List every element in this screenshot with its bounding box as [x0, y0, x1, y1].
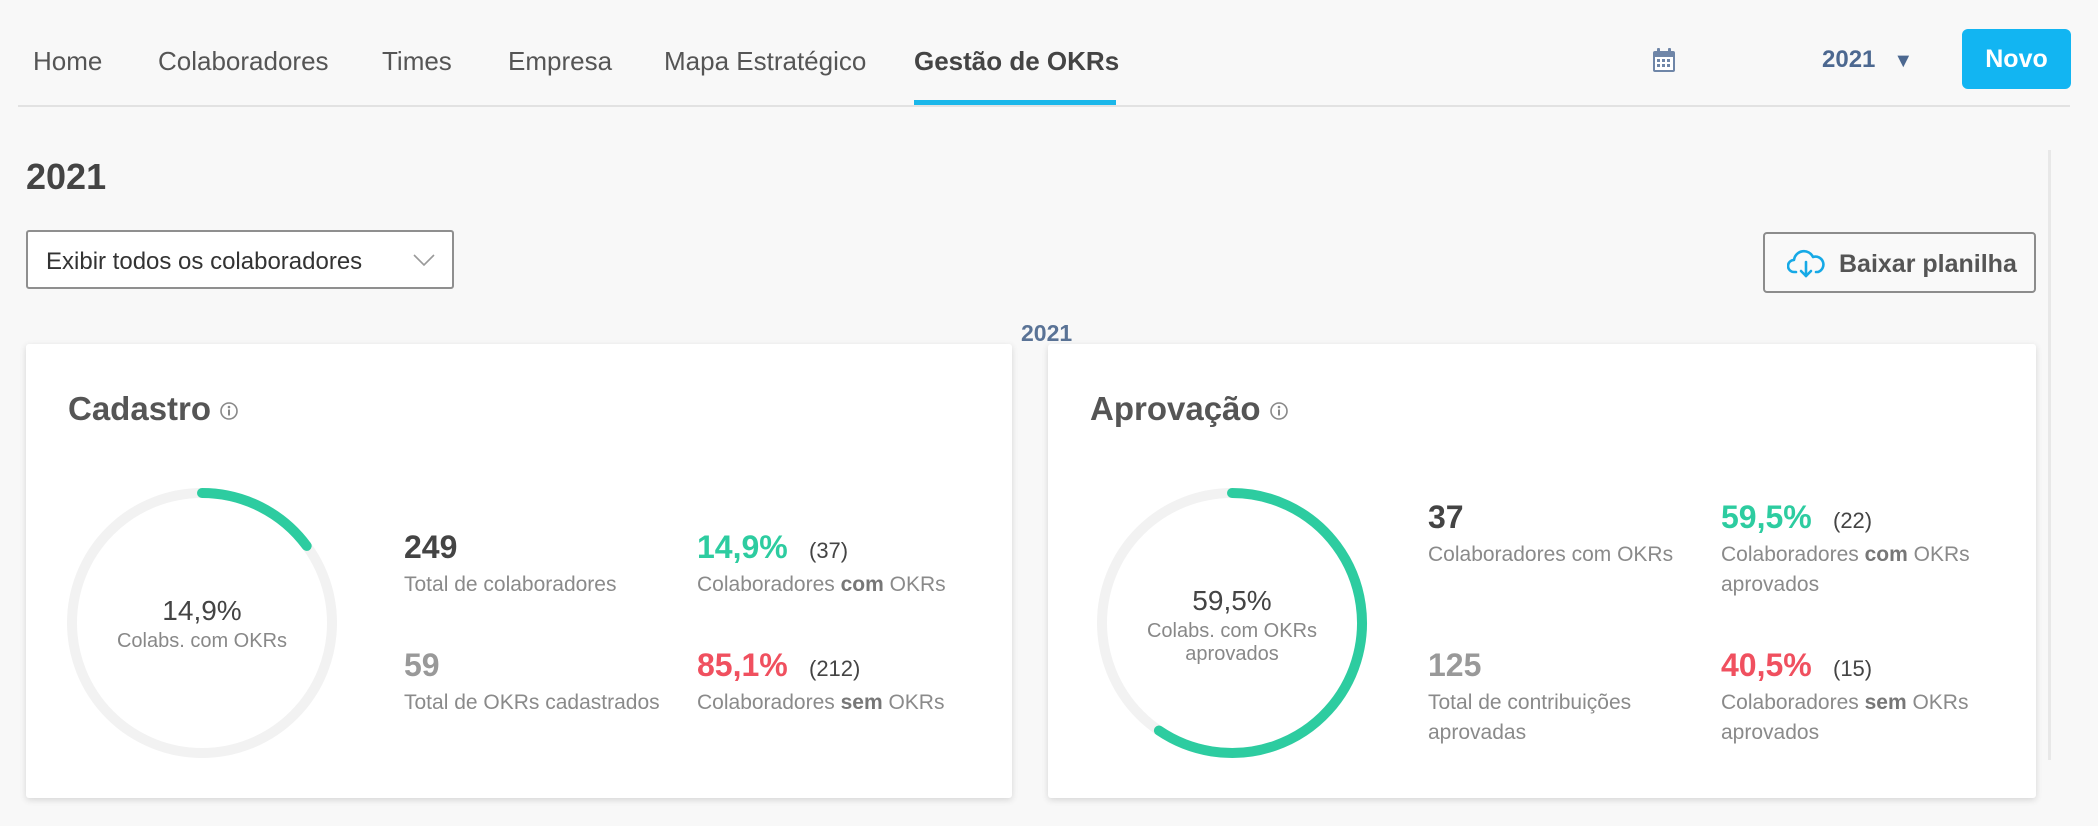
active-tab-indicator [914, 100, 1116, 105]
section-year-label: 2021 [1021, 320, 1073, 346]
aprovacao-gauge-value: 59,5% [1192, 585, 1272, 616]
info-icon[interactable] [1269, 401, 1289, 421]
colab-okrs-label: Colaboradores com OKRs [1428, 543, 1674, 566]
tab-home[interactable]: Home [33, 46, 103, 76]
cadastro-gauge-label: Colabs. com OKRs [116, 630, 288, 652]
aprov-com-count: (22) [1833, 508, 1873, 533]
aprov-com-label: Colaboradores com OKRs [1721, 543, 1970, 566]
cadastro-gauge: 14,9% Colabs. com OKRs [62, 483, 342, 763]
sem-okrs-label: Colaboradores sem OKRs [697, 691, 945, 714]
sem-okrs-count: (212) [809, 656, 861, 681]
caret-down-icon: ▼ [1893, 50, 1914, 72]
gauge-progress-arc [197, 488, 312, 551]
aprovacao-gauge: 59,5% Colabs. com OKRs aprovados [1092, 483, 1372, 763]
cadastro-gauge-value: 14,9% [162, 595, 242, 626]
contrib-label-1: Total de contribuições [1428, 691, 1632, 714]
collaborator-filter-select[interactable]: Exibir todos os colaboradores [26, 230, 454, 289]
calendar-icon[interactable] [1652, 47, 1676, 73]
scrollbar-track [2048, 150, 2051, 760]
total-colaboradores-value: 249 [404, 529, 458, 565]
contrib-label-2: aprovadas [1428, 721, 1527, 744]
aprovacao-title-text: Aprovação [1090, 390, 1261, 427]
aprov-sem-label-2: aprovados [1721, 721, 1820, 744]
info-icon[interactable] [219, 401, 239, 421]
aprov-com-label-2: aprovados [1721, 573, 1820, 596]
tab-empresa[interactable]: Empresa [508, 46, 613, 76]
aprov-com-percent: 59,5% [1721, 499, 1812, 535]
filter-value: Exibir todos os colaboradores [46, 248, 363, 275]
year-select[interactable]: 2021 ▼ [1822, 46, 1913, 74]
cadastro-title-text: Cadastro [68, 390, 212, 427]
contrib-value: 125 [1428, 647, 1482, 683]
aprov-sem-percent: 40,5% [1721, 647, 1812, 683]
tab-times[interactable]: Times [382, 46, 452, 76]
aprov-sem-count: (15) [1833, 656, 1873, 681]
aprovacao-gauge-chart [1097, 488, 1367, 758]
novo-button[interactable]: Novo [1962, 29, 2071, 89]
com-okrs-count: (37) [809, 538, 849, 563]
tab-gestao-de-okrs[interactable]: Gestão de OKRs [914, 46, 1120, 76]
total-okrs-label: Total de OKRs cadastrados [404, 691, 660, 714]
total-colaboradores-label: Total de colaboradores [404, 573, 617, 596]
colab-okrs-value: 37 [1428, 499, 1464, 535]
cadastro-title: Cadastro [68, 390, 239, 428]
aprovacao-card: Aprovação 59,5% Colabs. com OKRs aprovad… [1048, 344, 2036, 798]
top-nav: Home Colaboradores Times Empresa Mapa Es… [18, 0, 2070, 107]
year-select-value: 2021 [1822, 46, 1876, 73]
aprovacao-title: Aprovação [1090, 390, 1289, 428]
gauge-progress-arc [1153, 488, 1367, 758]
tab-colaboradores[interactable]: Colaboradores [158, 46, 329, 76]
cadastro-card: Cadastro 14,9% Colabs. com OKRs 249 Tota… [26, 344, 1012, 798]
total-okrs-value: 59 [404, 647, 440, 683]
download-button-label: Baixar planilha [1839, 250, 2017, 278]
sem-okrs-percent: 85,1% [697, 647, 788, 683]
aprov-sem-label: Colaboradores sem OKRs [1721, 691, 1969, 714]
tab-mapa-estrategico[interactable]: Mapa Estratégico [664, 46, 867, 76]
page-title: 2021 [26, 156, 107, 197]
chevron-down-icon [413, 254, 435, 267]
cadastro-gauge-chart [67, 488, 337, 758]
cloud-download-icon [1787, 249, 1825, 278]
com-okrs-percent: 14,9% [697, 529, 788, 565]
aprovacao-gauge-label-1: Colabs. com OKRs [1146, 620, 1318, 642]
com-okrs-label: Colaboradores com OKRs [697, 573, 946, 596]
download-spreadsheet-button[interactable]: Baixar planilha [1763, 232, 2036, 293]
aprovacao-gauge-label-2: aprovados [1185, 643, 1279, 665]
